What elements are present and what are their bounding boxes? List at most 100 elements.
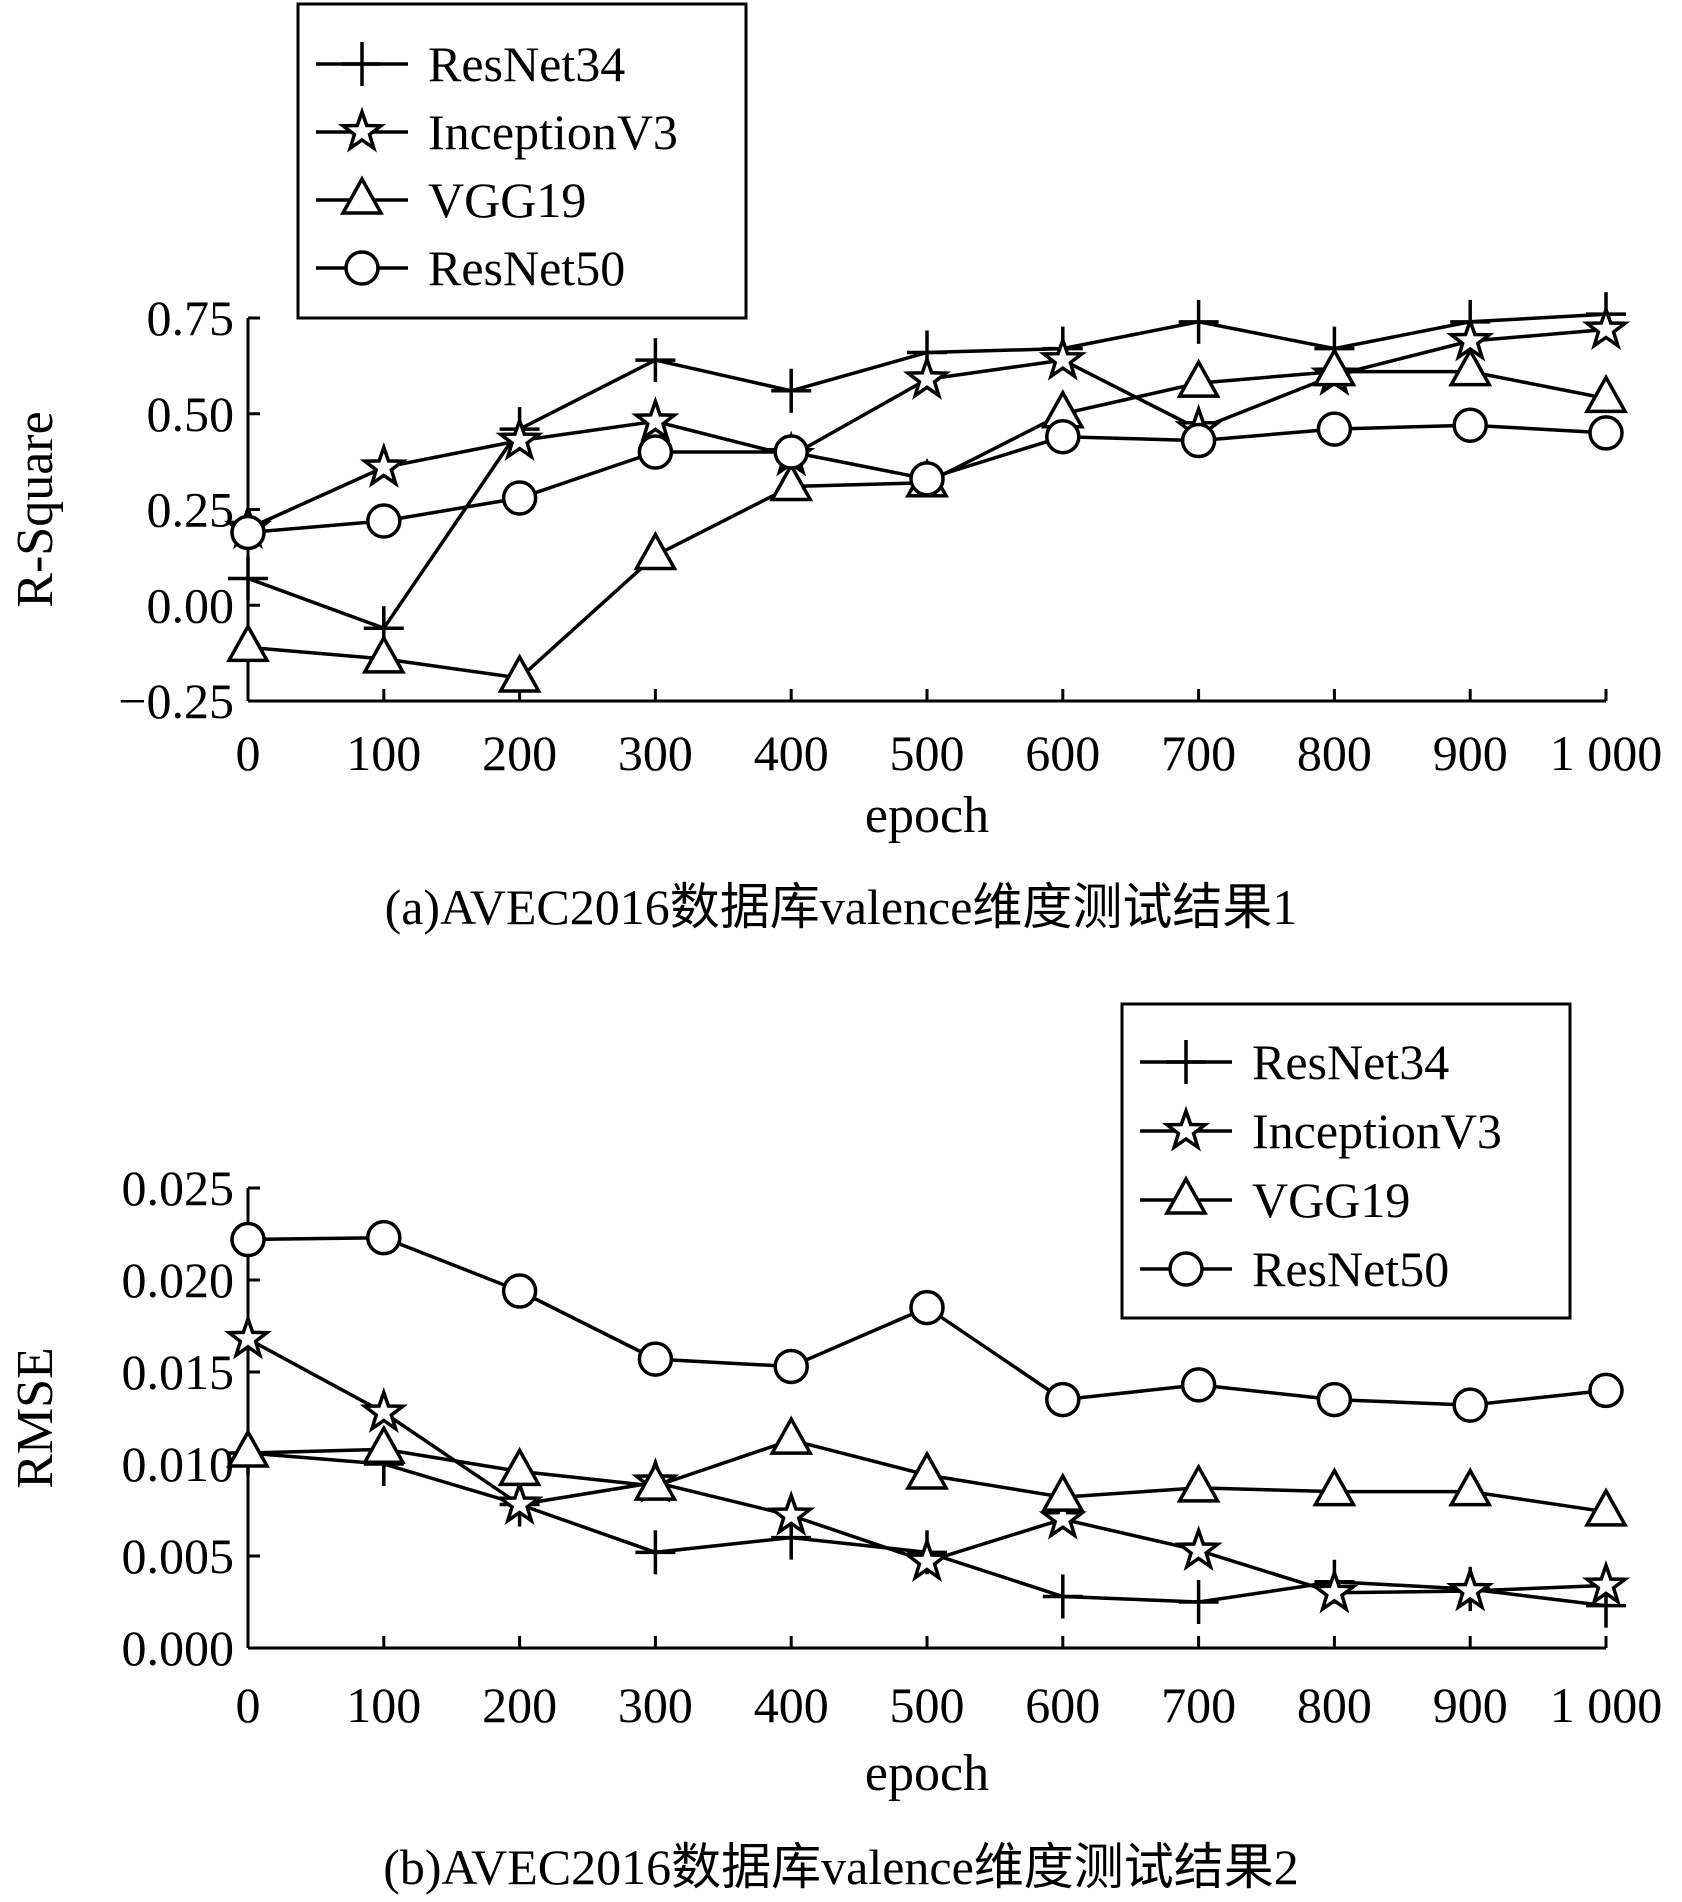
data-point-plus xyxy=(635,1530,676,1575)
legend-marker-star xyxy=(1161,1105,1211,1152)
legend-label: ResNet34 xyxy=(428,36,625,92)
data-point-circle xyxy=(1045,1381,1081,1418)
y-tick-label: 0.00 xyxy=(147,577,235,633)
data-point-circle xyxy=(909,1289,945,1326)
x-tick-label: 700 xyxy=(1161,725,1236,781)
data-point-triangle xyxy=(633,530,678,571)
x-tick-label: 200 xyxy=(482,1677,557,1733)
data-point-circle xyxy=(230,1221,266,1258)
data-point-triangle xyxy=(633,1461,678,1501)
legend: ResNet34 InceptionV3 VGG19 ResNet50 xyxy=(296,2,748,320)
data-point-circle xyxy=(637,434,674,470)
legend-marker-plus xyxy=(342,42,382,86)
data-point-plus xyxy=(1178,1580,1219,1624)
legend-label: VGG19 xyxy=(428,172,586,228)
x-tick-label: 300 xyxy=(618,725,693,781)
series-inceptionv3 xyxy=(223,1313,1631,1614)
y-tick-label: 0.020 xyxy=(122,1252,235,1308)
data-point-triangle xyxy=(497,1446,542,1487)
data-point-star xyxy=(1310,1567,1359,1614)
x-tick-label: 600 xyxy=(1025,725,1100,781)
chart-caption: (b)AVEC2016数据库valence维度测试结果2 xyxy=(383,1839,1299,1895)
data-point-circle xyxy=(501,480,538,516)
data-point-star xyxy=(495,1479,544,1526)
y-tick-label: 0.025 xyxy=(122,1160,235,1216)
legend-label: ResNet50 xyxy=(1252,1241,1449,1297)
x-tick-label: 300 xyxy=(618,1677,693,1733)
x-tick-label: 100 xyxy=(346,725,421,781)
data-point-circle xyxy=(773,434,809,470)
data-point-triangle xyxy=(1584,1487,1628,1527)
data-point-star xyxy=(1038,334,1087,381)
legend-label: ResNet34 xyxy=(1252,1034,1449,1090)
legend-marker-triangle xyxy=(1164,1175,1208,1215)
x-tick-label: 0 xyxy=(236,1677,261,1733)
data-point-circle xyxy=(230,514,266,551)
data-point-star xyxy=(495,415,544,461)
chart-rmse: 0 100 200 300 400 500 600 700 800 900 1 000 0.000 0.… xyxy=(7,1002,1663,1895)
data-point-star xyxy=(902,353,952,400)
data-point-triangle xyxy=(226,622,270,663)
legend-label: InceptionV3 xyxy=(428,104,678,160)
chart-r-square: 0 100 200 300 400 500 600 700 800 900 1 000 −0.25 0.… xyxy=(7,2,1662,935)
data-point-triangle xyxy=(769,1415,814,1455)
legend-marker-triangle xyxy=(340,175,384,215)
data-point-star xyxy=(631,396,680,442)
data-point-plus xyxy=(771,368,812,413)
x-tick-label: 900 xyxy=(1433,725,1508,781)
legend-label: VGG19 xyxy=(1252,1172,1410,1228)
data-point-triangle xyxy=(361,634,406,674)
legend-label: InceptionV3 xyxy=(1252,1103,1502,1159)
data-point-star xyxy=(767,1490,816,1537)
data-point-circle xyxy=(366,1219,402,1256)
x-tick-label: 600 xyxy=(1025,1677,1100,1733)
series-line xyxy=(247,369,1607,680)
x-tick-label: 900 xyxy=(1433,1677,1508,1733)
legend-marker-circle xyxy=(1168,1251,1204,1287)
data-point-star xyxy=(359,1387,408,1434)
data-point-star xyxy=(902,1536,952,1583)
data-point-star xyxy=(1446,1565,1495,1612)
x-tick-label: 1 000 xyxy=(1550,1677,1663,1733)
data-point-star xyxy=(1581,304,1631,351)
data-point-circle xyxy=(1180,422,1217,459)
data-point-triangle xyxy=(1176,358,1221,398)
data-point-star xyxy=(1581,1560,1631,1606)
y-tick-label: 0.000 xyxy=(122,1620,235,1676)
data-point-circle xyxy=(1316,411,1353,447)
x-tick-label: 800 xyxy=(1297,1677,1372,1733)
data-point-circle xyxy=(366,503,402,539)
data-point-triangle xyxy=(1448,347,1493,387)
x-tick-label: 800 xyxy=(1297,725,1372,781)
data-point-triangle xyxy=(1176,1463,1221,1503)
data-point-circle xyxy=(1452,407,1488,443)
y-tick-label: 0.50 xyxy=(147,386,235,442)
x-tick-label: 700 xyxy=(1161,1677,1236,1733)
legend: ResNet34 InceptionV3 VGG19 ResNet50 xyxy=(1120,1002,1572,1320)
data-point-star xyxy=(1038,1493,1087,1540)
data-point-plus xyxy=(635,338,676,383)
data-point-circle xyxy=(1180,1367,1217,1403)
data-point-star xyxy=(359,442,408,488)
y-axis-label: RMSE xyxy=(7,1347,64,1489)
data-point-star xyxy=(1174,1525,1223,1572)
y-axis-label: R-Square xyxy=(7,411,64,607)
data-point-triangle xyxy=(1448,1467,1493,1507)
y-tick-label: 0.75 xyxy=(147,290,235,346)
x-tick-label: 100 xyxy=(346,1677,421,1733)
data-point-triangle xyxy=(497,653,542,693)
y-tick-label: 0.015 xyxy=(122,1344,235,1400)
x-tick-label: 400 xyxy=(754,1677,829,1733)
x-tick-label: 500 xyxy=(890,1677,965,1733)
data-point-circle xyxy=(909,461,945,497)
data-point-circle xyxy=(1452,1387,1488,1423)
data-point-triangle xyxy=(1312,347,1357,387)
data-point-circle xyxy=(1588,415,1624,451)
data-point-circle xyxy=(773,1348,809,1385)
data-point-circle xyxy=(1045,418,1081,455)
data-point-triangle xyxy=(905,1450,949,1490)
legend-marker-circle xyxy=(344,250,380,286)
x-tick-label: 0 xyxy=(236,725,261,781)
data-point-circle xyxy=(1316,1381,1353,1418)
